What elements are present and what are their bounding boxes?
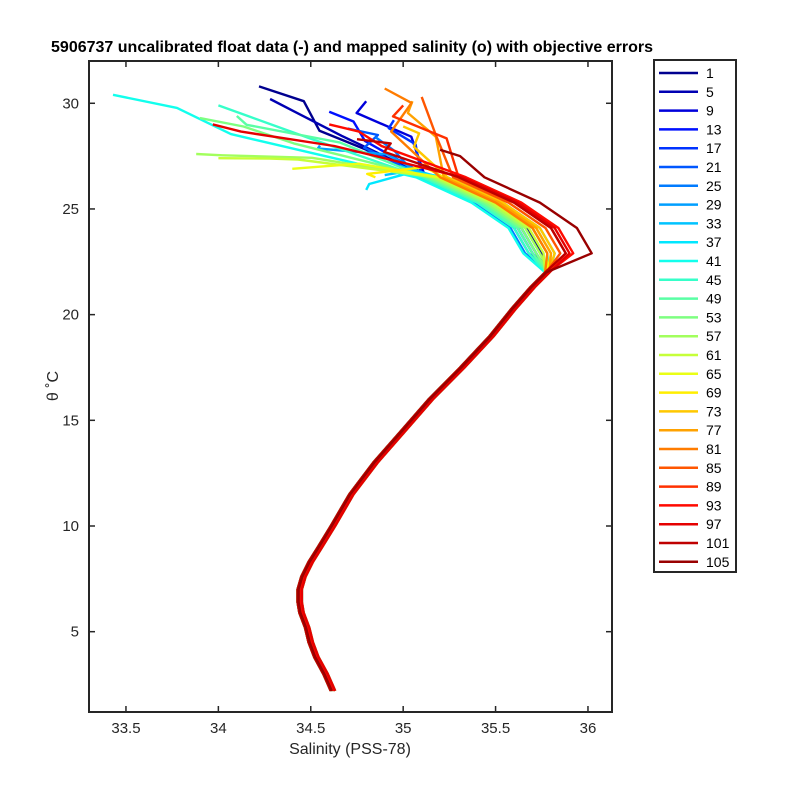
legend-label-105: 105 — [706, 554, 730, 570]
y-tick-label: 20 — [62, 307, 79, 324]
legend-label-9: 9 — [706, 103, 714, 119]
legend-label-69: 69 — [706, 385, 722, 401]
plot-area-frame — [88, 60, 613, 713]
x-tick-label: 36 — [580, 720, 597, 737]
legend-label-21: 21 — [706, 159, 722, 175]
legend-label-81: 81 — [706, 441, 722, 457]
legend-label-77: 77 — [706, 422, 722, 438]
legend-label-61: 61 — [706, 347, 722, 363]
series-line-57 — [196, 152, 551, 692]
series-line-65 — [292, 162, 549, 692]
y-tick-label: 30 — [62, 95, 79, 112]
y-tick-label: 5 — [71, 624, 79, 641]
legend-label-17: 17 — [706, 140, 722, 156]
legend-label-33: 33 — [706, 215, 722, 231]
x-tick-label: 33.5 — [111, 720, 140, 737]
x-axis-label: Salinity (PSS-78) — [289, 741, 411, 758]
x-tick-label: 34.5 — [296, 720, 325, 737]
series-line-69 — [298, 165, 553, 692]
series-line-33 — [299, 165, 550, 692]
legend-label-5: 5 — [706, 84, 714, 100]
series-layer — [112, 85, 593, 692]
legend-label-41: 41 — [706, 253, 722, 269]
legend-label-25: 25 — [706, 178, 722, 194]
legend-label-93: 93 — [706, 497, 722, 513]
series-line-105 — [297, 148, 593, 692]
legend-label-29: 29 — [706, 197, 722, 213]
y-tick-label: 15 — [62, 412, 79, 429]
x-tick-label: 35 — [395, 720, 412, 737]
legend-label-49: 49 — [706, 291, 722, 307]
legend-label-37: 37 — [706, 234, 722, 250]
legend-label-45: 45 — [706, 272, 722, 288]
series-line-97 — [212, 123, 571, 692]
x-tick-label: 34 — [210, 720, 227, 737]
legend-label-53: 53 — [706, 309, 722, 325]
x-tick-label: 35.5 — [481, 720, 510, 737]
legend-label-57: 57 — [706, 328, 722, 344]
legend: 1 5 9 13 17 21 25 29 33 37 41 45 49 53 57 61 65 69 73 77 81 8… — [653, 59, 737, 573]
chart-title: 5906737 uncalibrated float data (-) and … — [51, 39, 653, 56]
legend-label-13: 13 — [706, 121, 722, 137]
series-line-85 — [297, 96, 562, 692]
legend-label-89: 89 — [706, 479, 722, 495]
y-tick-label: 25 — [62, 201, 79, 218]
series-line-37 — [300, 171, 556, 692]
y-tick-label: 10 — [62, 518, 79, 535]
y-axis-label: θ ˚C — [45, 371, 62, 401]
legend-label-101: 101 — [706, 535, 730, 551]
legend-box — [653, 59, 737, 573]
series-line-61 — [218, 157, 547, 692]
x-axis: 33.5 34 34.5 35 35.5 36 — [111, 61, 596, 737]
series-line-73 — [299, 125, 556, 692]
legend-label-65: 65 — [706, 366, 722, 382]
legend-label-97: 97 — [706, 516, 722, 532]
y-axis: 5 10 15 20 25 30 — [62, 95, 612, 641]
legend-items: 1 5 9 13 17 21 25 29 33 37 41 45 49 53 57 61 65 69 73 77 81 8… — [659, 65, 730, 570]
legend-label-73: 73 — [706, 403, 722, 419]
legend-label-1: 1 — [706, 65, 714, 81]
legend-label-85: 85 — [706, 460, 722, 476]
series-line-93 — [299, 123, 575, 692]
